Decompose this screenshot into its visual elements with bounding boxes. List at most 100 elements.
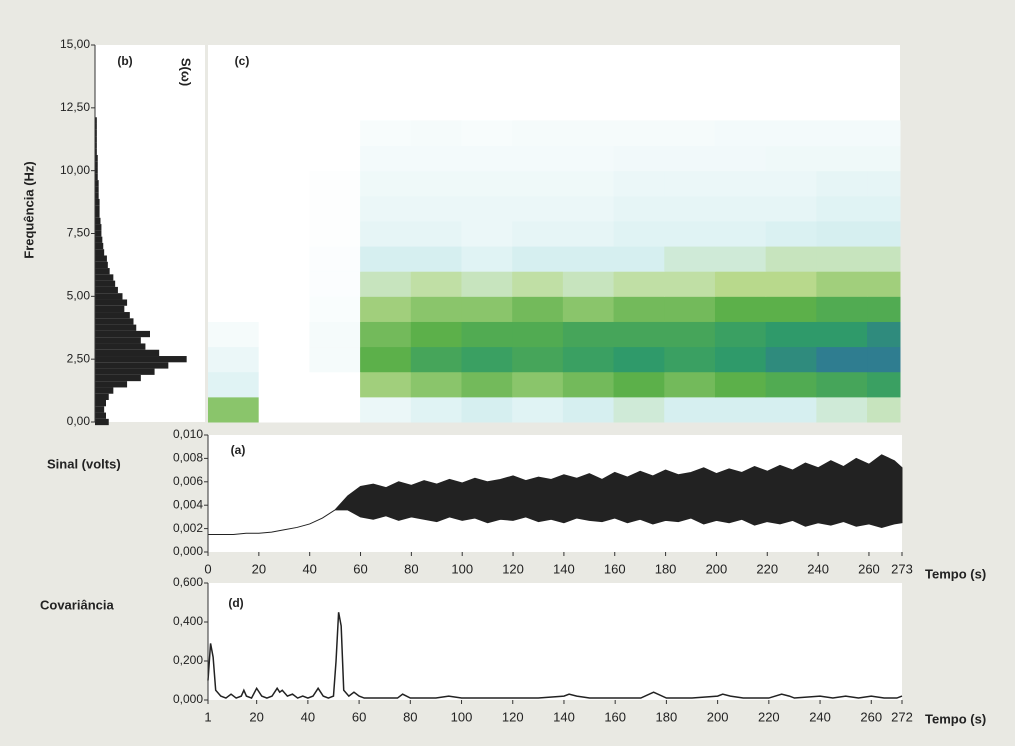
- spectrum-bar: [95, 154, 98, 162]
- heatmap-cell: [867, 371, 901, 398]
- spectrum-bar: [95, 198, 100, 206]
- x-tick-label: 240: [807, 561, 829, 576]
- spectrum-bar: [95, 136, 97, 143]
- x-tick-label: 273: [891, 561, 913, 576]
- x-tick-label: 80: [403, 709, 417, 724]
- y-tick-label: 0,400: [173, 614, 203, 628]
- spectrum-bar: [95, 148, 97, 155]
- y-tick-label: 0,000: [173, 544, 203, 558]
- heatmap-cell: [765, 346, 817, 373]
- heatmap-cell: [360, 246, 412, 272]
- heatmap-cell: [360, 321, 412, 348]
- heatmap-cell: [512, 346, 564, 373]
- heatmap-cell: [562, 120, 615, 147]
- x-tick-label: 220: [756, 561, 778, 576]
- spectrum-bar: [95, 249, 105, 256]
- x-tick-label: 260: [860, 709, 882, 724]
- heatmap-cell: [309, 296, 361, 322]
- y-tick-label: 12,50: [60, 100, 90, 114]
- heatmap-cell: [867, 120, 901, 147]
- heatmap-cell: [714, 271, 767, 297]
- y-tick-label: 15,00: [60, 37, 90, 51]
- heatmap-cell: [613, 296, 665, 322]
- heatmap-cell: [410, 271, 462, 297]
- heatmap-cell: [714, 371, 767, 398]
- signal-band: [208, 454, 903, 535]
- spectrum-bar: [95, 356, 187, 363]
- heatmap-cell: [410, 246, 462, 272]
- heatmap-cell: [765, 145, 817, 172]
- heatmap-cell: [208, 246, 260, 272]
- heatmap-cell: [664, 296, 716, 322]
- heatmap-cell: [410, 220, 462, 247]
- x-tick-label: 60: [353, 561, 367, 576]
- spectrum-bar: [95, 280, 116, 287]
- panel-label: (d): [228, 596, 243, 610]
- spectrum-bar: [95, 337, 141, 344]
- heatmap-cell: [867, 170, 901, 197]
- spectrum-bar: [95, 400, 106, 407]
- heatmap-cell: [613, 220, 665, 247]
- heatmap-cell: [512, 396, 564, 423]
- heatmap-cell: [664, 371, 716, 398]
- x-tick-label: 20: [252, 561, 266, 576]
- heatmap-cell: [360, 271, 412, 297]
- spectrum-bar: [95, 324, 137, 331]
- heatmap-cell: [664, 321, 716, 348]
- heatmap-cell: [714, 220, 767, 247]
- heatmap-cell: [512, 195, 564, 222]
- heatmap-cell: [867, 296, 901, 322]
- heatmap-cell: [613, 371, 665, 398]
- y-axis-label: Sinal (volts): [47, 456, 121, 471]
- heatmap-cell: [512, 296, 564, 322]
- heatmap-cell: [309, 396, 361, 423]
- heatmap-cell: [360, 346, 412, 373]
- heatmap-cell: [258, 346, 310, 373]
- heatmap-cell: [410, 346, 462, 373]
- heatmap-cell: [208, 396, 260, 423]
- spectrum-bar: [95, 312, 130, 319]
- x-axis-label: Tempo (s): [925, 711, 986, 726]
- heatmap-cell: [613, 170, 665, 197]
- spectrum-bar: [95, 129, 97, 137]
- heatmap-cell: [867, 220, 901, 247]
- heatmap-cell: [461, 396, 513, 423]
- x-tick-label: 200: [707, 709, 729, 724]
- heatmap-cell: [258, 120, 310, 147]
- panel-label: (b): [117, 54, 132, 68]
- heatmap-cell: [765, 195, 817, 222]
- spectrum-bar: [95, 393, 109, 401]
- heatmap-cell: [410, 396, 462, 423]
- spectrum-bar: [95, 318, 134, 325]
- heatmap-cell: [461, 371, 513, 398]
- heatmap-cell: [309, 371, 361, 398]
- heatmap-cell: [867, 346, 901, 373]
- x-tick-label: 260: [858, 561, 880, 576]
- heatmap-cell: [765, 396, 817, 423]
- heatmap-cell: [461, 145, 513, 172]
- heatmap-cell: [765, 296, 817, 322]
- x-tick-label: 272: [891, 709, 913, 724]
- y-tick-label: 7,50: [67, 226, 91, 240]
- heatmap-cell: [867, 195, 901, 222]
- heatmap-cell: [208, 195, 260, 222]
- spectrum-bar: [95, 406, 105, 413]
- spectrum-bar: [95, 368, 155, 375]
- heatmap-cell: [613, 346, 665, 373]
- x-axis-label: Tempo (s): [925, 566, 986, 581]
- x-tick-label: 140: [553, 709, 575, 724]
- x-tick-label: 160: [604, 561, 626, 576]
- heatmap-cell: [562, 271, 615, 297]
- heatmap-cell: [664, 170, 716, 197]
- spectrum-bar: [95, 205, 100, 212]
- heatmap-cell: [360, 120, 412, 147]
- x-tick-label: 1: [204, 709, 211, 724]
- heatmap-cell: [309, 220, 361, 247]
- heatmap-cell: [208, 220, 260, 247]
- y-tick-label: 0,002: [173, 521, 203, 535]
- y-tick-label: 0,000: [173, 692, 203, 706]
- heatmap-cell: [562, 371, 615, 398]
- heatmap-cell: [714, 321, 767, 348]
- heatmap-cell: [816, 220, 868, 247]
- heatmap-cell: [258, 145, 310, 172]
